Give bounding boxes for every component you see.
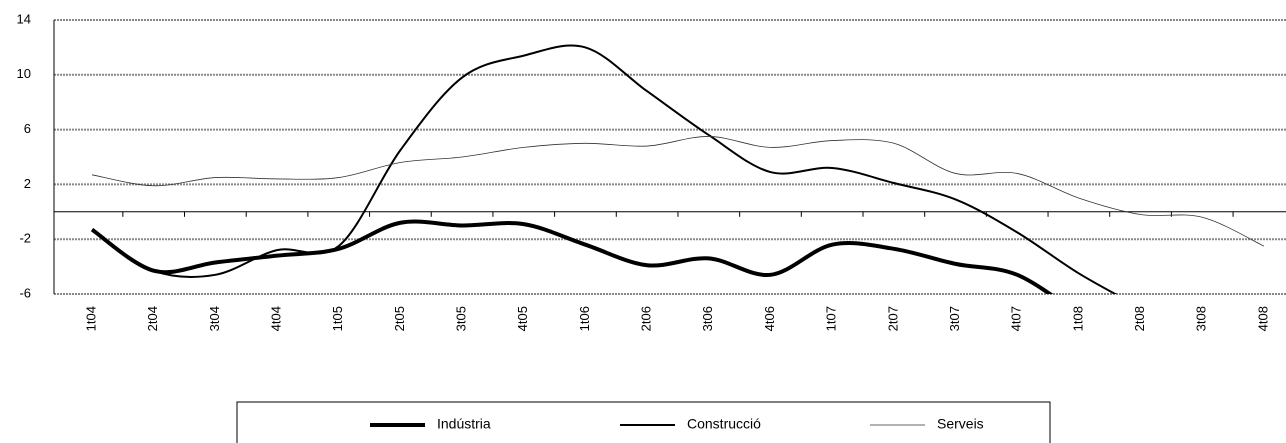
x-tick-label: 1t05 [330,306,345,331]
x-tick-label: 4t07 [1009,306,1024,331]
y-tick-label: 2 [24,176,31,191]
x-tick-label: 1t04 [83,306,98,331]
x-tick-label: 4t05 [515,306,530,331]
x-tick-label: 2t08 [1132,306,1147,331]
x-tick-label: 4t04 [268,306,283,331]
legend-box [236,401,1051,443]
x-tick-label: 3t07 [947,306,962,331]
series-line [90,219,1054,294]
x-tick-label: 2t04 [145,306,160,331]
legend-label: Construcció [687,416,761,432]
x-tick-label: 3t05 [454,306,469,331]
x-tick-label: 3t06 [700,306,715,331]
x-tick-label: 4t08 [1255,306,1270,331]
series-line [91,44,1118,294]
y-tick-label: -6 [19,285,31,300]
y-tick-label: 6 [24,121,31,136]
x-tick-label: 1t08 [1070,306,1085,331]
series-line [91,136,1265,247]
y-tick-label: 10 [17,66,31,81]
x-tick-label: 4t06 [762,306,777,331]
legend-label: Indústria [437,416,491,432]
x-tick-label: 1t07 [824,306,839,331]
x-tick-label: 2t07 [885,306,900,331]
y-tick-label: -2 [19,231,31,246]
x-tick-label: 2t06 [639,306,654,331]
y-tick-label: 14 [17,11,31,26]
legend-label: Serveis [937,416,984,432]
x-tick-label: 3t04 [207,306,222,331]
x-tick-label: 2t05 [392,306,407,331]
x-tick-label: 1t06 [577,306,592,331]
plot-area [90,44,1265,294]
x-tick-label: 3t08 [1194,306,1209,331]
